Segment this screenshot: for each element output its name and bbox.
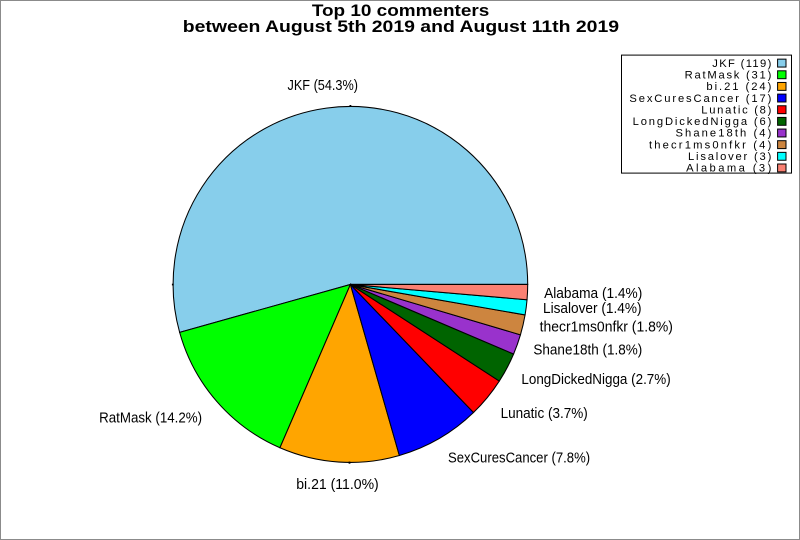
svg-text:Lisalover (3): Lisalover (3): [688, 151, 772, 163]
svg-text:Top 10 commenters: Top 10 commenters: [312, 1, 489, 20]
svg-text:SexCuresCancer (17): SexCuresCancer (17): [629, 93, 771, 105]
svg-text:Shane18th (4): Shane18th (4): [676, 128, 772, 140]
svg-text:JKF (119): JKF (119): [712, 58, 771, 70]
svg-text:JKF (54.3%): JKF (54.3%): [288, 78, 359, 94]
svg-text:Lisalover (1.4%): Lisalover (1.4%): [543, 301, 642, 317]
svg-text:Lunatic (3.7%): Lunatic (3.7%): [501, 406, 588, 422]
svg-text:Alabama (1.4%): Alabama (1.4%): [544, 286, 642, 302]
svg-text:Shane18th (1.8%): Shane18th (1.8%): [533, 342, 642, 358]
svg-text:LongDickedNigga (2.7%): LongDickedNigga (2.7%): [521, 372, 670, 388]
svg-text:between August 5th 2019 and Au: between August 5th 2019 and August 11th …: [183, 17, 619, 36]
svg-text:RatMask (14.2%): RatMask (14.2%): [99, 411, 202, 427]
svg-text:LongDickedNigga (6): LongDickedNigga (6): [633, 116, 772, 128]
svg-text:SexCuresCancer (7.8%): SexCuresCancer (7.8%): [448, 451, 590, 467]
svg-text:thecr1ms0nfkr (1.8%): thecr1ms0nfkr (1.8%): [540, 320, 673, 336]
svg-text:bi.21 (11.0%): bi.21 (11.0%): [296, 477, 379, 493]
